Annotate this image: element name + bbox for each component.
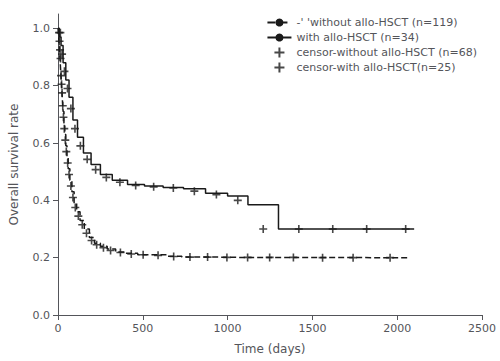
svg-text:Overall survival rate: Overall survival rate — [7, 104, 21, 226]
svg-text:0.6: 0.6 — [33, 137, 51, 150]
svg-text:censor-with allo-HSCT(n=25): censor-with allo-HSCT(n=25) — [296, 61, 455, 74]
svg-text:Time (days): Time (days) — [234, 342, 306, 356]
svg-text:1000: 1000 — [214, 322, 242, 335]
svg-text:0.4: 0.4 — [33, 194, 51, 207]
svg-text:1.0: 1.0 — [33, 22, 51, 35]
svg-text:1500: 1500 — [298, 322, 326, 335]
svg-text:500: 500 — [132, 322, 153, 335]
svg-text:2000: 2000 — [383, 322, 411, 335]
svg-text:0.8: 0.8 — [33, 79, 51, 92]
svg-text:2500: 2500 — [468, 322, 496, 335]
svg-text:0.0: 0.0 — [33, 309, 51, 322]
svg-text:0: 0 — [55, 322, 62, 335]
svg-text:0.2: 0.2 — [33, 251, 51, 264]
svg-text:with allo-HSCT (n=34): with allo-HSCT (n=34) — [296, 31, 419, 44]
svg-text:censor-without allo-HSCT (n=68: censor-without allo-HSCT (n=68) — [296, 46, 477, 59]
svg-text:-' 'without allo-HSCT (n=119): -' 'without allo-HSCT (n=119) — [296, 16, 457, 29]
